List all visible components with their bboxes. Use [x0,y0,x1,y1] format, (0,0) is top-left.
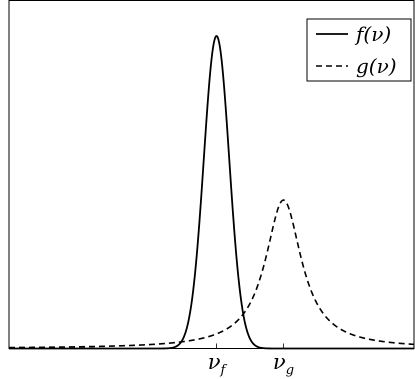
x-tick-label-sub-1: g [286,363,294,378]
x-tick-label-0: νf [208,350,228,378]
series-line-f [9,35,414,350]
legend: f(ν) g(ν) [306,18,412,82]
x-tick-label-main-0: ν [208,350,221,374]
x-axis-ticks: νf νg [208,343,294,378]
x-tick-label-1: νg [273,350,294,378]
x-tick-label-main-1: ν [273,350,286,374]
legend-box [306,18,412,82]
series-line-g [9,199,415,349]
legend-label-g: g(ν) [356,54,397,78]
plot-frame [8,0,415,349]
x-tick-label-sub-0: f [220,363,228,378]
legend-label-f: f(ν) [354,22,391,46]
